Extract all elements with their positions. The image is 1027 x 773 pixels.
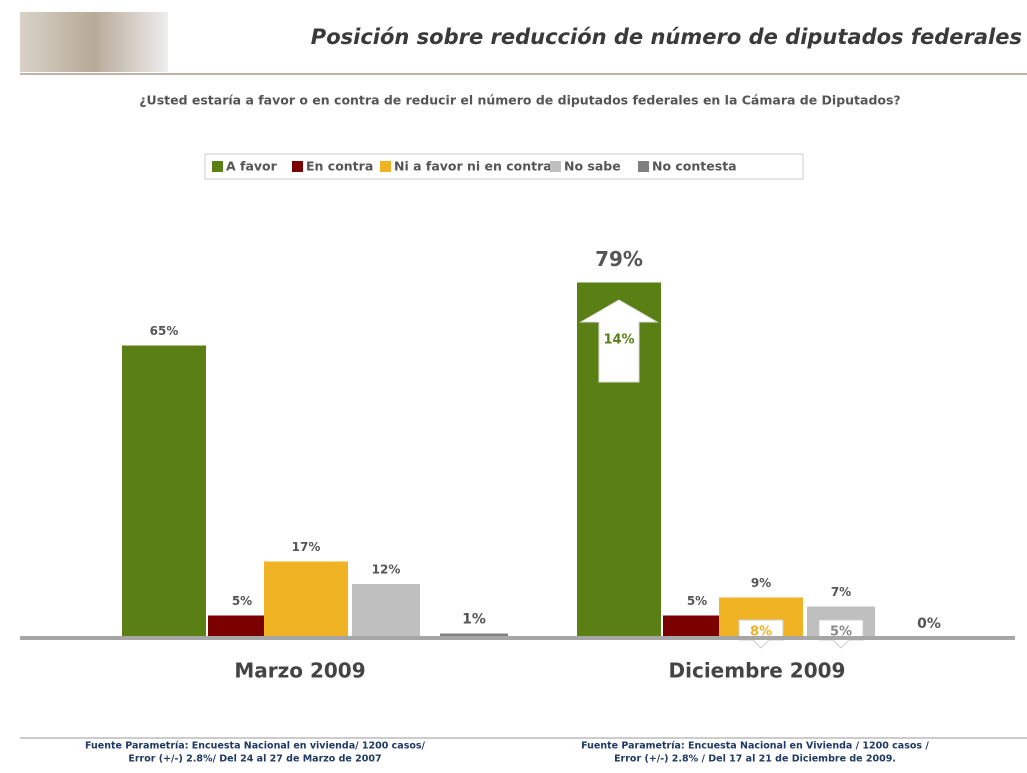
slide: Posición sobre reducción de número de di… [0,0,1027,769]
title: Posición sobre reducción de número de di… [311,25,1022,49]
legend-label: A favor [226,159,278,174]
legend-label: En contra [306,159,373,174]
data-label: 79% [595,247,643,271]
legend-swatch [292,161,303,172]
legend-swatch [638,161,649,172]
legend-swatch [380,161,391,172]
data-label: 17% [292,540,321,554]
plot: 65% 5% 17% 12% 1% 79% 5% 9% 7% 0% Marzo 2009 Diciem… [122,247,941,683]
category-label: Marzo 2009 [234,659,365,683]
legend-label: No sabe [564,159,621,174]
bar [264,562,348,639]
header-image [20,12,168,72]
legend-swatch [550,161,561,172]
bar [352,584,420,638]
data-label: 12% [372,563,401,577]
legend-swatch [212,161,223,172]
footnote: Error (+/-) 2.8% / Del 17 al 21 de Dicie… [614,754,896,765]
footer: Fuente Parametría: Encuesta Nacional en … [85,741,929,765]
footnote: Error (+/-) 2.8%/ Del 24 al 27 de Marzo … [128,754,381,765]
data-label: 1% [462,612,486,628]
category-label: Diciembre 2009 [669,659,846,683]
footnote: Fuente Parametría: Encuesta Nacional en … [85,741,426,752]
data-label: 0% [917,616,941,632]
annotation: 14% [603,333,634,348]
subtitle: ¿Usted estaría a favor o en contra de re… [139,93,900,108]
legend-label: No contesta [652,159,737,174]
data-label: 5% [687,594,707,608]
legend-label: Ni a favor ni en contra [394,159,552,174]
data-label: 7% [831,585,851,599]
data-label: 5% [232,594,252,608]
data-label: 9% [751,576,771,590]
data-label: 65% [150,324,179,338]
bar [122,346,206,639]
footnote: Fuente Parametría: Encuesta Nacional en … [581,741,929,752]
